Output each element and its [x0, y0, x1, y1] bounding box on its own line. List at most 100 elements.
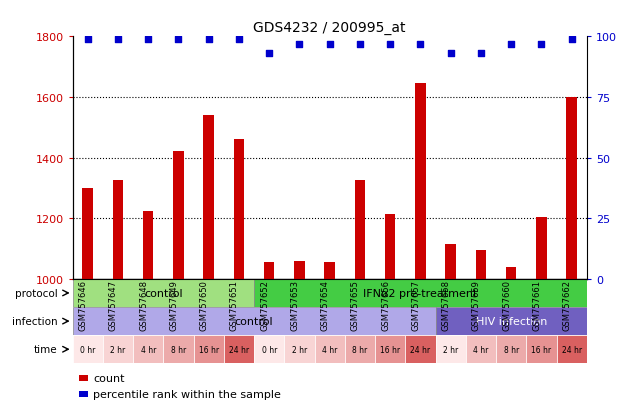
Bar	[536, 217, 546, 279]
Bar	[435, 335, 466, 363]
Bar	[345, 335, 375, 363]
Point	[325, 41, 335, 48]
Point	[385, 41, 395, 48]
Bar	[375, 37, 405, 279]
Text: 24 hr: 24 hr	[410, 345, 430, 354]
Text: GSM757649: GSM757649	[170, 279, 179, 330]
Text: GSM757650: GSM757650	[199, 279, 209, 330]
Text: 2 hr: 2 hr	[443, 345, 458, 354]
Bar	[285, 335, 315, 363]
Text: GSM757660: GSM757660	[502, 279, 511, 330]
Bar	[194, 37, 224, 279]
Text: 16 hr: 16 hr	[199, 345, 219, 354]
Bar	[103, 37, 133, 279]
Text: 4 hr: 4 hr	[322, 345, 338, 354]
Point	[113, 36, 123, 43]
Bar	[506, 267, 517, 279]
Bar	[233, 140, 244, 279]
Text: GSM757647: GSM757647	[109, 279, 118, 330]
Text: 8 hr: 8 hr	[504, 345, 519, 354]
Bar	[496, 335, 526, 363]
Text: 8 hr: 8 hr	[352, 345, 368, 354]
Bar	[203, 116, 214, 279]
Bar	[315, 335, 345, 363]
Bar	[324, 263, 335, 279]
Point	[445, 51, 456, 57]
Point	[567, 36, 577, 43]
Bar	[133, 37, 163, 279]
Bar	[405, 335, 435, 363]
Bar	[163, 335, 194, 363]
Point	[536, 41, 546, 48]
Text: GSM757648: GSM757648	[139, 279, 148, 330]
Bar	[385, 214, 396, 279]
Bar	[224, 335, 254, 363]
Text: 8 hr: 8 hr	[171, 345, 186, 354]
Bar	[73, 335, 103, 363]
Point	[415, 41, 425, 48]
Bar	[73, 279, 254, 307]
Text: 4 hr: 4 hr	[141, 345, 156, 354]
Bar	[103, 335, 133, 363]
Text: 2 hr: 2 hr	[292, 345, 307, 354]
Bar	[567, 97, 577, 279]
Point	[204, 36, 214, 43]
Point	[476, 51, 486, 57]
Text: 4 hr: 4 hr	[473, 345, 488, 354]
Text: 16 hr: 16 hr	[380, 345, 400, 354]
Text: IFNα2 pre-treatment: IFNα2 pre-treatment	[363, 288, 478, 298]
Text: GSM757655: GSM757655	[351, 279, 360, 330]
Point	[83, 36, 93, 43]
Point	[234, 36, 244, 43]
Bar	[345, 37, 375, 279]
Bar	[254, 279, 587, 307]
Text: GSM757646: GSM757646	[79, 279, 88, 330]
Point	[143, 36, 153, 43]
Point	[355, 41, 365, 48]
Bar	[466, 335, 496, 363]
Text: 24 hr: 24 hr	[562, 345, 582, 354]
Bar	[435, 37, 466, 279]
Point	[506, 41, 516, 48]
Text: HIV infection: HIV infection	[476, 316, 547, 326]
Title: GDS4232 / 200995_at: GDS4232 / 200995_at	[254, 21, 406, 35]
Bar	[73, 37, 103, 279]
Bar	[405, 37, 435, 279]
Bar	[285, 37, 315, 279]
Text: GSM757659: GSM757659	[472, 279, 481, 330]
Point	[295, 41, 305, 48]
Bar	[143, 211, 153, 279]
Text: GSM757652: GSM757652	[260, 279, 269, 330]
Bar	[526, 335, 557, 363]
Bar	[526, 37, 557, 279]
Text: GSM757656: GSM757656	[381, 279, 390, 330]
Bar	[254, 335, 285, 363]
Text: GSM757654: GSM757654	[321, 279, 330, 330]
Bar	[133, 335, 163, 363]
Text: GSM757651: GSM757651	[230, 279, 239, 330]
Bar	[194, 335, 224, 363]
Bar	[496, 37, 526, 279]
Bar	[445, 244, 456, 279]
Bar	[557, 37, 587, 279]
Bar	[476, 250, 487, 279]
Bar	[415, 84, 426, 279]
Text: 2 hr: 2 hr	[110, 345, 126, 354]
Bar	[224, 37, 254, 279]
Text: protocol: protocol	[15, 288, 57, 298]
Text: percentile rank within the sample: percentile rank within the sample	[93, 389, 281, 399]
Bar	[173, 152, 184, 279]
Text: control: control	[235, 316, 273, 326]
Bar	[264, 263, 274, 279]
Point	[174, 36, 184, 43]
Text: GSM757657: GSM757657	[411, 279, 420, 330]
Text: 24 hr: 24 hr	[229, 345, 249, 354]
Point	[264, 51, 274, 57]
Bar	[163, 37, 194, 279]
Bar	[466, 37, 496, 279]
Bar	[73, 307, 435, 335]
Text: control: control	[144, 288, 182, 298]
Text: 0 hr: 0 hr	[80, 345, 95, 354]
Bar	[375, 335, 405, 363]
Bar	[254, 37, 285, 279]
